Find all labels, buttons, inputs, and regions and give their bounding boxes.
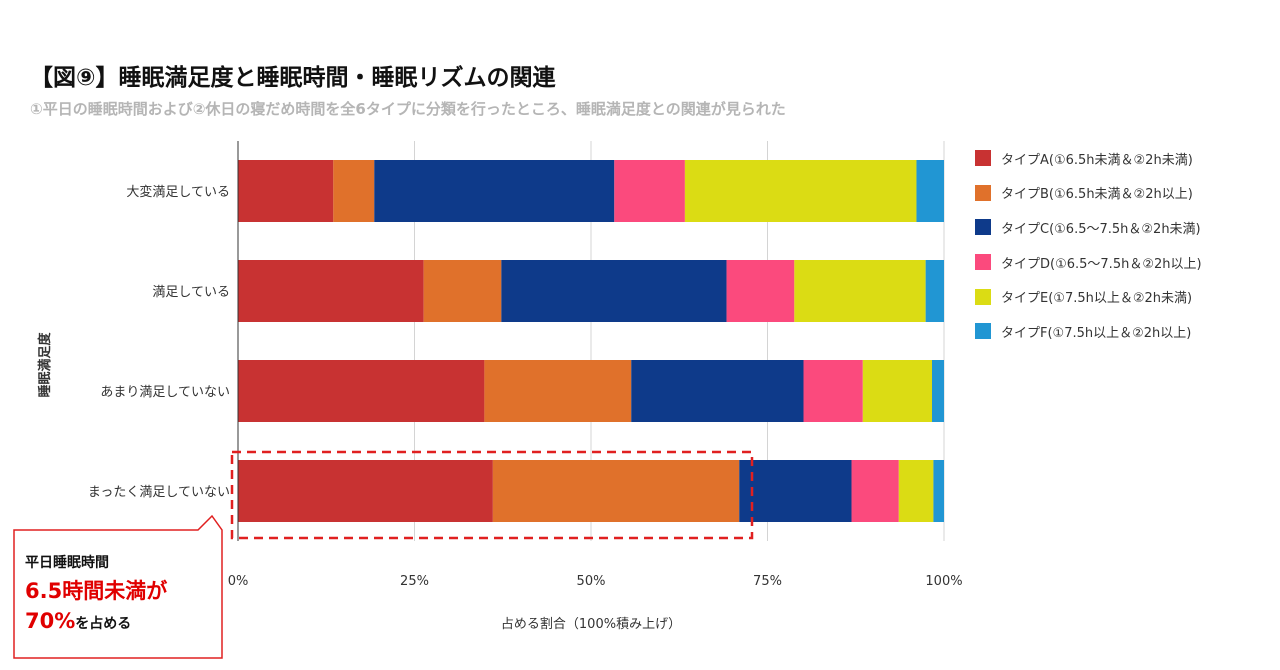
bar-segment bbox=[238, 460, 493, 522]
bar-segment bbox=[851, 460, 899, 522]
legend-label: タイプC(①6.5～7.5h＆②2h未満) bbox=[1001, 221, 1201, 237]
bar-segment bbox=[238, 260, 424, 322]
legend-swatch bbox=[975, 184, 991, 201]
legend-swatch bbox=[975, 254, 991, 271]
category-label: あまり満足していない bbox=[100, 385, 230, 400]
bar-segment bbox=[925, 260, 944, 322]
legend: タイプA(①6.5h未満＆②2h未満) タイプB(①6.5h未満＆②2h以上) タイ… bbox=[975, 141, 1202, 349]
bar-segment bbox=[614, 160, 685, 222]
bar-segment bbox=[238, 360, 485, 422]
bar-segment bbox=[862, 360, 932, 422]
x-tick-labels: 0% 25% 50% 75% 100% bbox=[228, 574, 963, 589]
chart-subtitle: ①平日の睡眠時間および②休日の寝だめ時間を全6タイプに分類を行ったところ、睡眠満… bbox=[30, 100, 786, 118]
bar-segment bbox=[739, 460, 852, 522]
x-axis-title: 占める割合（100%積み上げ） bbox=[501, 616, 681, 632]
legend-swatch bbox=[975, 288, 991, 305]
x-tick-label: 25% bbox=[400, 574, 429, 589]
bar-segment bbox=[684, 160, 917, 222]
bar-segment bbox=[333, 160, 375, 222]
bar-segment bbox=[631, 360, 804, 422]
legend-item: タイプC(①6.5～7.5h＆②2h未満) bbox=[975, 210, 1202, 245]
legend-swatch bbox=[975, 150, 991, 167]
category-label: 満足している bbox=[152, 285, 230, 300]
legend-label: タイプB(①6.5h未満＆②2h以上) bbox=[1001, 187, 1193, 203]
callout-percent: 70% bbox=[25, 609, 76, 633]
callout-suffix: を占める bbox=[75, 616, 132, 632]
x-tick-label: 100% bbox=[925, 574, 962, 589]
category-label: 大変満足している bbox=[126, 184, 230, 200]
bar-segment bbox=[492, 460, 740, 522]
x-tick-label: 50% bbox=[577, 574, 606, 589]
bar-segment bbox=[794, 260, 926, 322]
callout-line2: 6.5時間未満が bbox=[25, 579, 168, 603]
callout-line3: 70%を占める bbox=[25, 609, 215, 633]
legend-item: タイプA(①6.5h未満＆②2h未満) bbox=[975, 141, 1202, 176]
bar-segment bbox=[931, 360, 944, 422]
legend-item: タイプF(①7.5h以上＆②2h以上) bbox=[975, 314, 1202, 349]
x-tick-label: 75% bbox=[753, 574, 782, 589]
bar-segment bbox=[484, 360, 632, 422]
y-axis-title: 睡眠満足度 bbox=[37, 332, 53, 398]
bar-segment bbox=[501, 260, 727, 322]
legend-swatch bbox=[975, 219, 991, 236]
bar-segment bbox=[916, 160, 944, 222]
x-tick-label: 0% bbox=[228, 574, 249, 589]
bar-segment bbox=[423, 260, 502, 322]
legend-label: タイプD(①6.5～7.5h＆②2h以上) bbox=[1001, 256, 1202, 272]
bars bbox=[238, 160, 944, 522]
legend-item: タイプB(①6.5h未満＆②2h以上) bbox=[975, 176, 1202, 211]
bar-segment bbox=[803, 360, 863, 422]
highlight-dashed-box bbox=[230, 450, 754, 540]
callout-line1: 平日睡眠時間 bbox=[25, 555, 109, 571]
callout-text: 平日睡眠時間 6.5時間未満が 70%を占める bbox=[25, 552, 215, 633]
legend-label: タイプF(①7.5h以上＆②2h以上) bbox=[1001, 325, 1192, 341]
legend-item: タイプE(①7.5h以上＆②2h未満) bbox=[975, 279, 1202, 314]
bar-segment bbox=[726, 260, 795, 322]
bar-segment bbox=[238, 160, 334, 222]
legend-label: タイプE(①7.5h以上＆②2h未満) bbox=[1001, 291, 1193, 307]
callout-box bbox=[13, 514, 223, 659]
legend-item: タイプD(①6.5～7.5h＆②2h以上) bbox=[975, 245, 1202, 280]
legend-label: タイプA(①6.5h未満＆②2h未満) bbox=[1001, 152, 1193, 168]
legend-swatch bbox=[975, 323, 991, 340]
chart-title: 【図⑨】睡眠満足度と睡眠時間・睡眠リズムの関連 bbox=[30, 65, 556, 91]
bar-segment bbox=[374, 160, 615, 222]
category-label: まったく満足していない bbox=[88, 485, 230, 500]
bar-segment bbox=[898, 460, 934, 522]
bar-segment bbox=[933, 460, 944, 522]
